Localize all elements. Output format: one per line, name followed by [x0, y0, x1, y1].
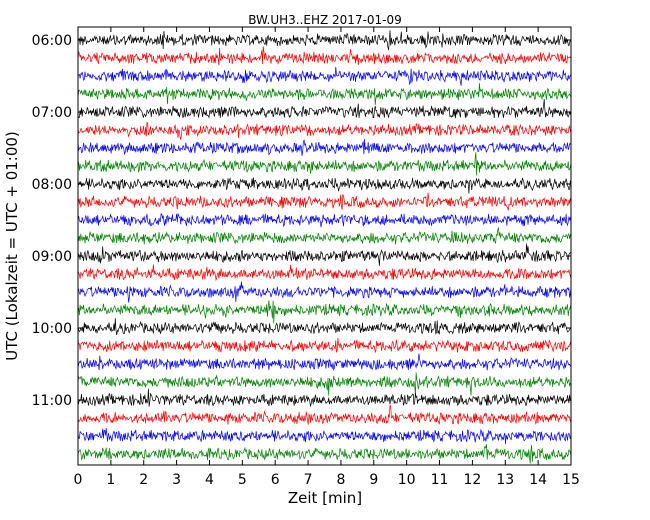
trace-5 [77, 121, 572, 141]
trace-11 [77, 226, 572, 245]
x-tick-label: 3 [172, 472, 181, 488]
trace-9 [77, 192, 572, 211]
trace-10 [77, 212, 572, 228]
trace-14 [77, 281, 572, 303]
trace-16 [77, 318, 572, 336]
trace-6 [77, 139, 572, 156]
y-tick-label: 09:00 [32, 249, 72, 265]
trace-8 [77, 177, 572, 194]
trace-12 [77, 243, 572, 266]
y-tick-label: 07:00 [32, 105, 72, 121]
y-axis-label: UTC (Lokalzeit = UTC + 01:00) [3, 131, 21, 361]
x-tick-label: 6 [271, 472, 280, 488]
y-axis-ticks: 06:00 07:00 08:00 09:00 10:00 11:00 [32, 33, 571, 409]
y-tick-label: 06:00 [32, 33, 72, 49]
x-tick-label: 1 [106, 472, 115, 488]
trace-1 [77, 46, 572, 66]
x-tick-label: 7 [304, 472, 313, 488]
x-tick-label: 4 [205, 472, 214, 488]
x-tick-label: 8 [336, 472, 345, 488]
chart-title: BW.UH3..EHZ 2017-01-09 [248, 13, 402, 27]
trace-0 [77, 30, 572, 51]
x-tick-label: 11 [431, 472, 449, 488]
trace-15 [77, 300, 572, 324]
x-axis-label: Zeit [min] [288, 489, 362, 507]
trace-20 [77, 388, 572, 408]
x-tick-label: 2 [139, 472, 148, 488]
x-tick-label: 9 [369, 472, 378, 488]
trace-17 [77, 337, 572, 354]
y-tick-label: 11:00 [32, 393, 72, 409]
x-tick-label: 5 [238, 472, 247, 488]
trace-3 [77, 83, 572, 106]
trace-13 [77, 264, 572, 282]
x-tick-label: 12 [463, 472, 481, 488]
x-tick-label: 15 [562, 472, 580, 488]
trace-22 [77, 428, 572, 445]
trace-21 [77, 404, 572, 425]
x-axis-ticks: 0 1 2 3 4 5 6 7 8 9 10 11 12 13 14 15 [74, 27, 580, 488]
trace-7 [77, 152, 572, 176]
x-tick-label: 14 [529, 472, 547, 488]
x-tick-label: 0 [74, 472, 83, 488]
trace-2 [77, 66, 572, 86]
trace-4 [77, 99, 572, 119]
trace-23 [77, 444, 572, 464]
y-tick-label: 08:00 [32, 177, 72, 193]
seismogram-traces [77, 30, 572, 464]
trace-19 [77, 372, 572, 396]
trace-18 [77, 353, 572, 372]
x-tick-label: 10 [398, 472, 416, 488]
y-tick-label: 10:00 [32, 321, 72, 337]
plot-frame [77, 26, 572, 466]
x-tick-label: 13 [496, 472, 514, 488]
